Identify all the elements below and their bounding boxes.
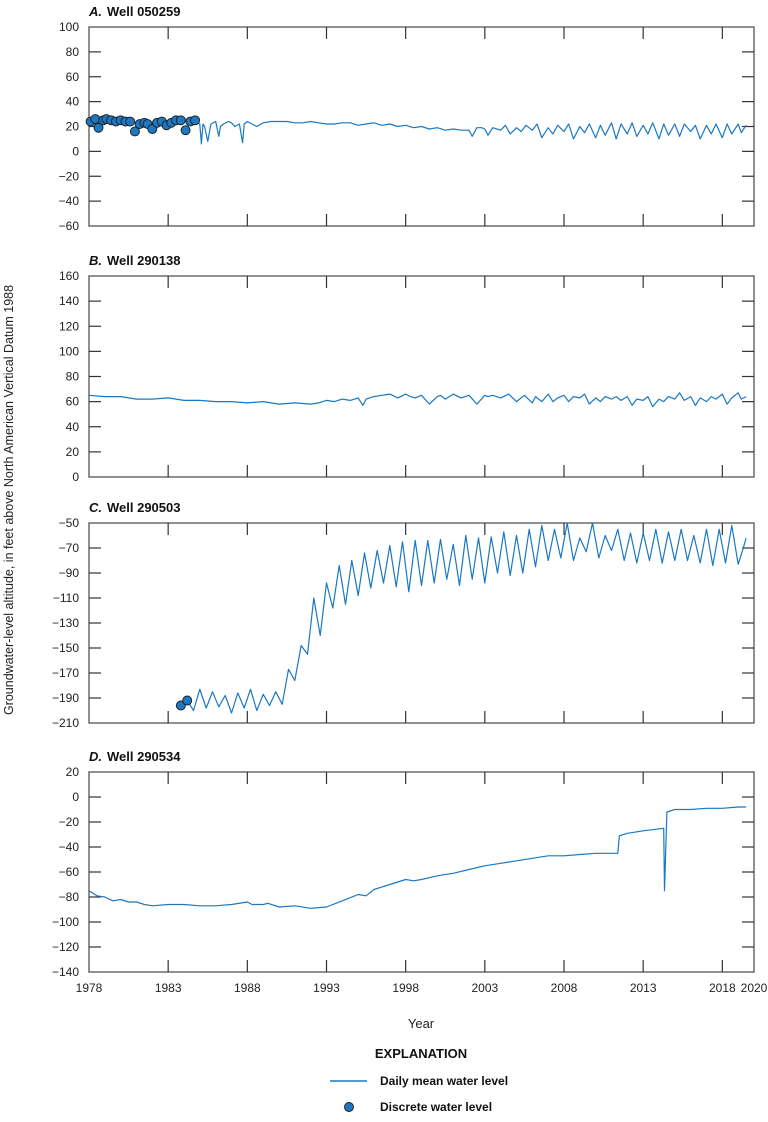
y-tick-label: 0 xyxy=(72,790,79,804)
panel-c-title: C. Well 290503 xyxy=(89,500,180,515)
x-axis-label: Year xyxy=(408,1016,435,1031)
panel-a: A. Well 050259 100 80 60 40 20 0 −20 −40 −60 xyxy=(59,4,755,233)
panel-d: D. Well 290534 20 0 −20 −40 −60 −80 −100 −120 −14… xyxy=(52,749,755,979)
panel-d-title: D. Well 290534 xyxy=(89,749,181,764)
y-tick-label: −80 xyxy=(59,890,80,904)
x-tick-label: 1993 xyxy=(313,981,340,995)
y-tick-label: −20 xyxy=(59,815,80,829)
panel-b-plot-frame xyxy=(88,275,755,478)
y-tick-label: 20 xyxy=(66,765,80,779)
y-tick-label: 140 xyxy=(59,294,79,308)
discrete-water-level-point xyxy=(125,116,136,127)
y-tick-label: 80 xyxy=(66,370,80,384)
legend-item-daily-mean: Daily mean water level xyxy=(380,1074,508,1088)
y-tick-label: 120 xyxy=(59,319,79,333)
y-tick-label: 20 xyxy=(66,120,80,134)
panel-d-plot-frame xyxy=(88,771,755,973)
y-tick-label: 160 xyxy=(59,269,79,283)
legend-title: EXPLANATION xyxy=(375,1046,467,1061)
y-tick-label: 20 xyxy=(66,445,80,459)
x-axis-tick-labels: 1978 1983 1988 1993 1998 2003 2008 2013 2018 2020 xyxy=(76,981,768,995)
y-tick-label: 80 xyxy=(66,45,80,59)
panel-c: C. Well 290503 −50 −70 −90 −110 −130 −150 −170 −… xyxy=(52,500,755,730)
x-tick-label: 1983 xyxy=(155,981,182,995)
x-tick-label: 1988 xyxy=(234,981,261,995)
y-tick-label: −20 xyxy=(59,169,80,183)
y-tick-label: 40 xyxy=(66,95,80,109)
y-tick-label: −140 xyxy=(52,965,79,979)
discrete-water-level-point xyxy=(190,115,201,126)
y-tick-label: −40 xyxy=(59,194,80,208)
y-tick-label: −130 xyxy=(52,616,79,630)
discrete-water-level-point xyxy=(129,126,140,137)
discrete-water-level-point xyxy=(93,122,104,133)
y-tick-label: 0 xyxy=(72,144,79,158)
legend-circle-symbol-icon xyxy=(344,1102,354,1112)
x-tick-label: 2003 xyxy=(471,981,498,995)
y-tick-label: −110 xyxy=(53,591,79,605)
y-tick-label: −40 xyxy=(59,840,80,854)
y-tick-label: −100 xyxy=(52,915,79,929)
y-tick-label: −60 xyxy=(59,865,80,879)
x-tick-label: 2018 xyxy=(709,981,736,995)
y-tick-label: −150 xyxy=(52,641,79,655)
y-tick-label: −60 xyxy=(59,219,80,233)
panel-b-daily-mean-line xyxy=(88,392,747,408)
x-tick-label: 2008 xyxy=(551,981,578,995)
y-tick-label: 60 xyxy=(66,395,80,409)
discrete-water-level-point xyxy=(175,115,186,126)
legend-item-discrete: Discrete water level xyxy=(380,1100,492,1114)
panel-c-daily-mean-line xyxy=(186,522,747,714)
legend: EXPLANATION Daily mean water level Discr… xyxy=(330,1046,508,1114)
y-tick-label: −120 xyxy=(52,940,79,954)
y-tick-label: 0 xyxy=(72,470,79,484)
y-tick-label: −50 xyxy=(59,516,80,530)
y-axis-label: Groundwater-level altitude, in feet abov… xyxy=(2,285,16,715)
panel-a-daily-mean-line xyxy=(196,120,747,145)
y-tick-label: −70 xyxy=(59,541,80,555)
y-tick-label: −210 xyxy=(52,716,79,730)
panel-b: B. Well 290138 160 140 120 100 80 60 40 20 0 xyxy=(59,253,755,484)
x-tick-label: 2013 xyxy=(630,981,657,995)
y-tick-label: 100 xyxy=(59,344,79,358)
discrete-water-level-point xyxy=(182,695,193,706)
panel-d-daily-mean-line xyxy=(88,806,747,909)
y-tick-label: −170 xyxy=(52,666,79,680)
y-tick-label: 40 xyxy=(66,420,80,434)
y-tick-label: 100 xyxy=(59,20,79,34)
panel-c-plot-frame xyxy=(88,522,755,724)
y-tick-label: −90 xyxy=(59,566,80,580)
x-tick-label: 2020 xyxy=(741,981,768,995)
panel-b-title: B. Well 290138 xyxy=(89,253,180,268)
x-tick-label: 1978 xyxy=(76,981,103,995)
panel-a-title: A. Well 050259 xyxy=(88,4,180,19)
discrete-water-level-point xyxy=(180,125,191,136)
y-tick-label: 60 xyxy=(66,70,80,84)
x-tick-label: 1998 xyxy=(392,981,419,995)
y-tick-label: −190 xyxy=(52,691,79,705)
